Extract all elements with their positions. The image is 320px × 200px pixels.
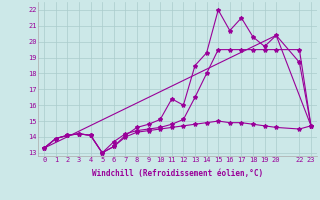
X-axis label: Windchill (Refroidissement éolien,°C): Windchill (Refroidissement éolien,°C) — [92, 169, 263, 178]
